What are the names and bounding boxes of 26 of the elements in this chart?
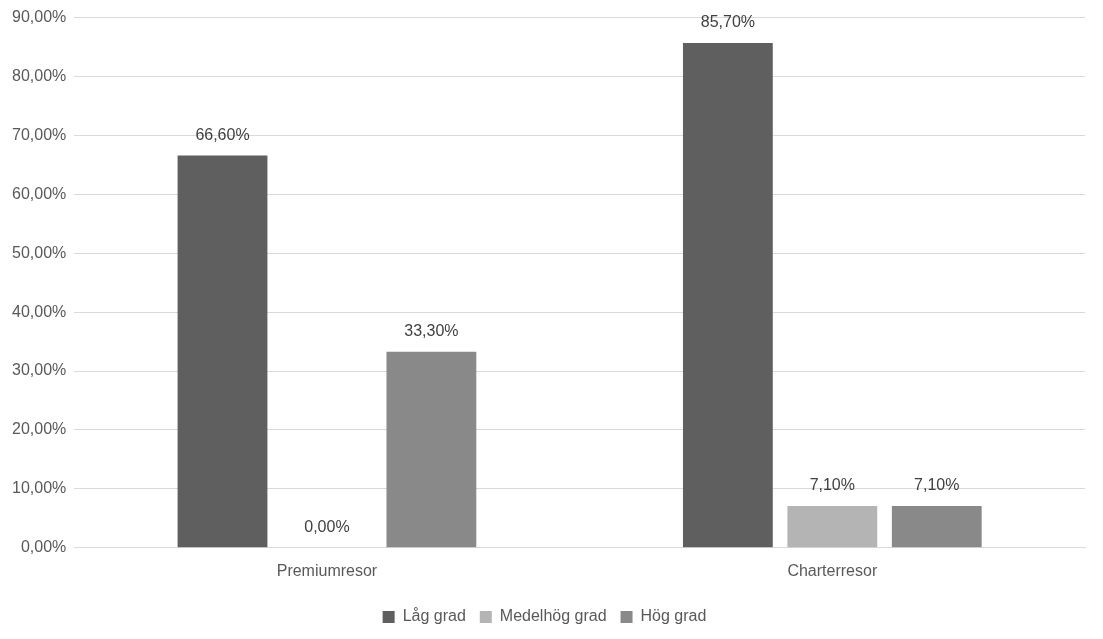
y-tick-label: 10,00% <box>12 479 67 497</box>
x-tick-label: Charterresor <box>787 561 878 579</box>
y-tick-label: 0,00% <box>20 538 67 556</box>
data-label: 7,10% <box>914 476 960 494</box>
y-tick-label: 50,00% <box>12 243 67 261</box>
data-label: 0,00% <box>304 518 350 536</box>
data-label: 7,10% <box>809 476 855 494</box>
y-tick-label: 70,00% <box>12 125 67 143</box>
bar <box>177 155 268 548</box>
bar <box>386 351 477 548</box>
y-tick-label: 60,00% <box>12 184 67 202</box>
legend-label: Medelhög grad <box>499 607 607 625</box>
data-label: 85,70% <box>700 13 756 31</box>
legend-label: Hög grad <box>640 607 707 625</box>
bar <box>787 505 878 548</box>
x-tick-label: Premiumresor <box>276 561 378 579</box>
y-tick-label: 30,00% <box>12 361 67 379</box>
data-label: 66,60% <box>195 125 250 143</box>
y-tick-label: 40,00% <box>12 302 67 320</box>
bar <box>682 42 773 548</box>
legend-label: Låg grad <box>402 607 466 625</box>
data-label: 33,30% <box>404 322 459 340</box>
y-tick-label: 80,00% <box>12 66 67 84</box>
y-tick-label: 20,00% <box>12 420 67 438</box>
bar <box>891 505 982 548</box>
y-tick-label: 90,00% <box>12 8 67 26</box>
